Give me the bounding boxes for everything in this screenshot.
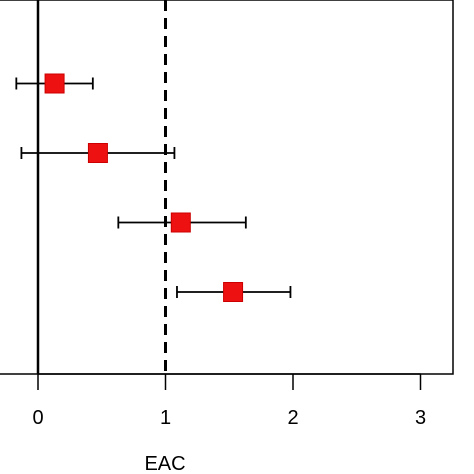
x-tick-label: 0 (32, 407, 43, 429)
x-axis-title: EAC (144, 453, 185, 474)
point-marker (170, 212, 191, 233)
reference-lines (36, 0, 167, 374)
point-marker (87, 143, 108, 163)
x-tick-label: 2 (287, 407, 298, 429)
point-marker (44, 73, 65, 94)
point-markers (44, 73, 244, 302)
plot-frame (0, 0, 454, 375)
x-axis: 0 1 2 3 (32, 373, 426, 429)
error-bars (15, 77, 292, 298)
x-tick-label: 1 (160, 407, 171, 429)
x-tick-label: 3 (415, 407, 426, 429)
point-marker (223, 282, 244, 302)
